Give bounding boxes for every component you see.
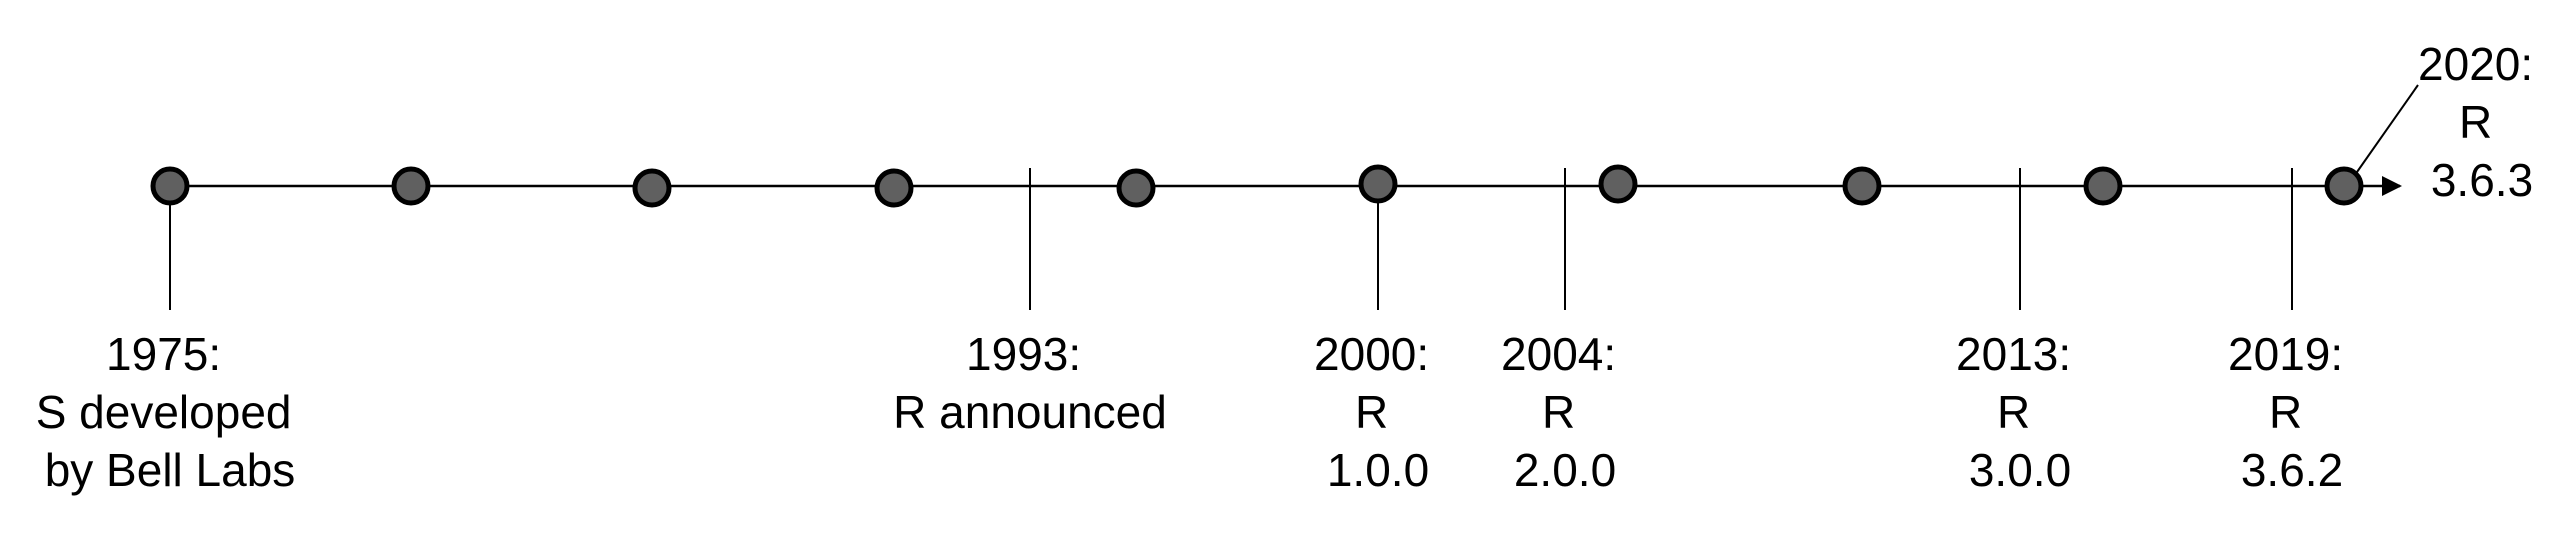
event-2000-line-3: 1.0.0 (1327, 444, 1429, 496)
event-1975-line-1: 1975: (106, 328, 221, 380)
timeline-dot (874, 168, 914, 208)
timeline-dot (2083, 166, 2123, 206)
timeline-dot (632, 168, 672, 208)
event-2004-line-1: 2004: (1501, 328, 1616, 380)
event-2019-line-2: R (2269, 386, 2302, 438)
event-1993-line-1: 1993: (966, 328, 1081, 380)
timeline-connectors (169, 84, 2419, 310)
timeline-dots (150, 164, 2364, 208)
event-1975-label: 1975: S developed by Bell Labs (36, 328, 305, 496)
event-2013-label: 2013: R 3.0.0 (1956, 328, 2084, 496)
timeline-dot (1116, 168, 1156, 208)
timeline-dot (2324, 166, 2364, 206)
event-2020-line-1: 2020: (2418, 38, 2533, 90)
event-2004-line-2: R (1542, 386, 1575, 438)
event-1975-line-2: S developed (36, 386, 292, 438)
event-2013-line-3: 3.0.0 (1969, 444, 2071, 496)
event-1975-line-3: by Bell Labs (45, 444, 296, 496)
event-2000-label: 2000: R 1.0.0 (1314, 328, 1442, 496)
event-2019-line-3: 3.6.2 (2241, 444, 2343, 496)
event-1993-label: 1993: R announced (893, 328, 1167, 438)
timeline-dot (150, 166, 190, 206)
event-2013-line-2: R (1997, 386, 2030, 438)
event-2020-line-3: 3.6.3 (2431, 154, 2533, 206)
event-2020-label: 2020: R 3.6.3 (2418, 38, 2546, 206)
event-2019-label: 2019: R 3.6.2 (2228, 328, 2356, 496)
connector-2020 (2356, 84, 2419, 173)
event-1993-line-2: R announced (893, 386, 1167, 438)
event-2000-line-1: 2000: (1314, 328, 1429, 380)
event-2020-line-2: R (2459, 96, 2492, 148)
event-2000-line-2: R (1355, 386, 1388, 438)
event-2004-label: 2004: R 2.0.0 (1501, 328, 1629, 496)
timeline-dot (1842, 166, 1882, 206)
timeline-dot (1598, 164, 1638, 204)
timeline-dot (391, 166, 431, 206)
event-2013-line-1: 2013: (1956, 328, 2071, 380)
event-2004-line-3: 2.0.0 (1514, 444, 1616, 496)
timeline-dot (1358, 164, 1398, 204)
event-2019-line-1: 2019: (2228, 328, 2343, 380)
